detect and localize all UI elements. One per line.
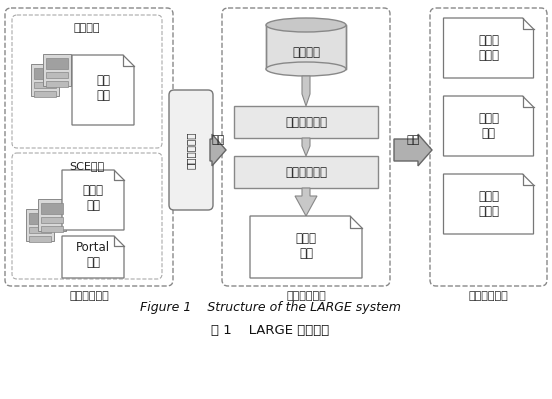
- Text: 可视化
报告: 可视化 报告: [478, 112, 499, 140]
- Bar: [41, 226, 63, 232]
- Bar: [43, 54, 71, 86]
- Text: 中间件
日志: 中间件 日志: [82, 184, 104, 212]
- Bar: [38, 199, 66, 231]
- Polygon shape: [302, 138, 310, 156]
- Bar: [26, 209, 54, 241]
- Ellipse shape: [266, 18, 346, 32]
- Bar: [46, 72, 68, 78]
- Bar: [34, 82, 56, 88]
- Text: Figure 1    Structure of the LARGE system: Figure 1 Structure of the LARGE system: [140, 302, 400, 314]
- Polygon shape: [62, 236, 124, 278]
- Polygon shape: [302, 76, 310, 106]
- Polygon shape: [210, 134, 226, 166]
- Bar: [34, 68, 56, 79]
- Polygon shape: [443, 18, 533, 78]
- Text: 图 1    LARGE 系统结构: 图 1 LARGE 系统结构: [211, 324, 329, 336]
- Polygon shape: [394, 134, 432, 166]
- Bar: [234, 106, 378, 138]
- Bar: [29, 236, 51, 242]
- Text: 警报响
应规则: 警报响 应规则: [478, 190, 499, 218]
- Text: 日志统计分析: 日志统计分析: [285, 166, 327, 178]
- Bar: [41, 203, 63, 214]
- Text: 日志分析模块: 日志分析模块: [286, 291, 326, 301]
- Text: 阶段性
结果: 阶段性 结果: [295, 232, 316, 260]
- Bar: [41, 217, 63, 223]
- Text: 系统日志: 系统日志: [74, 23, 100, 33]
- Text: 结果反馈模块: 结果反馈模块: [469, 291, 508, 301]
- Text: 日志采集工具: 日志采集工具: [186, 131, 196, 169]
- Ellipse shape: [266, 62, 346, 76]
- Text: 用户行
为模式: 用户行 为模式: [478, 34, 499, 62]
- Text: 整理: 整理: [406, 135, 420, 145]
- Text: SCE日志: SCE日志: [70, 161, 104, 171]
- Text: 日志解析重构: 日志解析重构: [285, 115, 327, 128]
- Text: 传输: 传输: [211, 135, 225, 145]
- Text: 系统
日志: 系统 日志: [96, 74, 110, 102]
- Polygon shape: [72, 55, 134, 125]
- Bar: [29, 227, 51, 233]
- Bar: [46, 81, 68, 87]
- Bar: [46, 58, 68, 69]
- Polygon shape: [295, 188, 317, 216]
- FancyBboxPatch shape: [169, 90, 213, 210]
- Bar: [34, 91, 56, 97]
- Bar: [266, 25, 346, 69]
- Text: 日志采集模块: 日志采集模块: [69, 291, 109, 301]
- Polygon shape: [250, 216, 362, 278]
- Bar: [31, 64, 59, 96]
- Polygon shape: [443, 96, 533, 156]
- Text: Portal
日志: Portal 日志: [76, 241, 110, 269]
- Text: 日志存储: 日志存储: [292, 45, 320, 59]
- Bar: [234, 156, 378, 188]
- Bar: [29, 213, 51, 224]
- Polygon shape: [443, 174, 533, 234]
- Polygon shape: [62, 170, 124, 230]
